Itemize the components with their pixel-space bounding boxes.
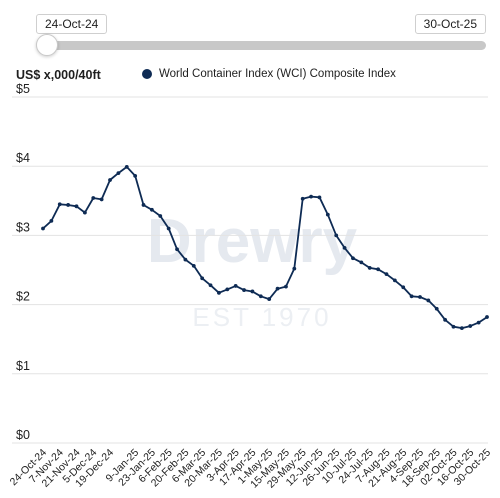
data-point[interactable] <box>41 226 45 231</box>
data-point[interactable] <box>91 196 96 200</box>
data-point[interactable] <box>82 210 87 215</box>
data-point[interactable] <box>200 276 205 281</box>
y-axis-ticks: $0 $1 $2 $3 $4 $5 <box>16 82 30 442</box>
gridlines <box>12 96 488 444</box>
data-point[interactable] <box>317 195 322 200</box>
legend-label: World Container Index (WCI) Composite In… <box>159 68 396 80</box>
y-tick-label: $1 <box>16 359 30 373</box>
range-end-label: 30-Oct-25 <box>414 14 486 34</box>
data-point[interactable] <box>57 202 62 207</box>
x-axis-ticks: 24-Oct-247-Nov-2421-Nov-245-Dec-2419-Dec… <box>8 447 494 491</box>
data-point[interactable] <box>325 212 330 217</box>
data-point[interactable] <box>150 207 154 212</box>
data-point[interactable] <box>434 306 439 311</box>
data-point[interactable] <box>376 267 380 272</box>
data-point[interactable] <box>309 194 313 199</box>
data-point[interactable] <box>351 256 355 261</box>
data-point[interactable] <box>409 294 414 299</box>
data-point[interactable] <box>158 214 163 218</box>
y-tick-label: $0 <box>16 428 30 442</box>
legend[interactable]: World Container Index (WCI) Composite In… <box>142 68 396 80</box>
data-point[interactable] <box>250 289 255 294</box>
data-point[interactable] <box>99 197 104 202</box>
date-range-slider-track[interactable] <box>40 41 486 50</box>
data-point[interactable] <box>468 324 473 328</box>
data-point[interactable] <box>426 298 431 303</box>
data-point[interactable] <box>258 294 263 299</box>
date-range-slider-handle[interactable] <box>36 34 58 56</box>
y-tick-label: $5 <box>16 82 30 96</box>
data-point[interactable] <box>233 284 238 288</box>
range-start-label: 24-Oct-24 <box>36 14 108 34</box>
data-point[interactable] <box>217 290 221 295</box>
series-wci <box>41 164 489 331</box>
data-point[interactable] <box>275 286 280 291</box>
data-point[interactable] <box>300 196 305 201</box>
legend-marker-icon <box>142 69 152 79</box>
data-point[interactable] <box>124 164 129 169</box>
data-point[interactable] <box>242 288 246 292</box>
data-point[interactable] <box>74 204 79 209</box>
data-point[interactable] <box>225 287 230 292</box>
data-point[interactable] <box>485 315 489 319</box>
data-point[interactable] <box>116 171 121 176</box>
data-point[interactable] <box>476 320 481 325</box>
data-point[interactable] <box>342 245 347 250</box>
data-point[interactable] <box>392 278 397 283</box>
data-point[interactable] <box>384 272 389 277</box>
data-point[interactable] <box>166 226 171 231</box>
data-point[interactable] <box>66 203 71 207</box>
data-point[interactable] <box>191 263 196 268</box>
data-point[interactable] <box>141 203 146 207</box>
data-point[interactable] <box>49 218 54 223</box>
data-point[interactable] <box>183 257 188 262</box>
data-point[interactable] <box>208 283 213 288</box>
data-point[interactable] <box>443 317 448 322</box>
data-point[interactable] <box>108 178 112 182</box>
y-tick-label: $4 <box>16 151 30 165</box>
data-point[interactable] <box>459 326 464 331</box>
data-point[interactable] <box>401 285 406 290</box>
data-point[interactable] <box>284 284 288 289</box>
watermark-est-text: EST 1970 <box>192 302 331 332</box>
data-point[interactable] <box>267 297 272 301</box>
data-point[interactable] <box>367 266 372 270</box>
data-point[interactable] <box>133 173 138 178</box>
data-point[interactable] <box>451 324 456 329</box>
y-axis-unit-label: US$ x,000/40ft <box>16 68 101 82</box>
watermark-brand-text: Drewry <box>147 207 358 276</box>
y-tick-label: $2 <box>16 290 30 304</box>
y-tick-label: $3 <box>16 220 30 234</box>
data-point[interactable] <box>359 260 364 265</box>
data-point[interactable] <box>292 266 297 271</box>
drewry-watermark: Drewry EST 1970 <box>147 207 358 332</box>
data-point[interactable] <box>175 247 179 252</box>
data-point[interactable] <box>418 295 422 299</box>
data-point[interactable] <box>334 233 339 238</box>
